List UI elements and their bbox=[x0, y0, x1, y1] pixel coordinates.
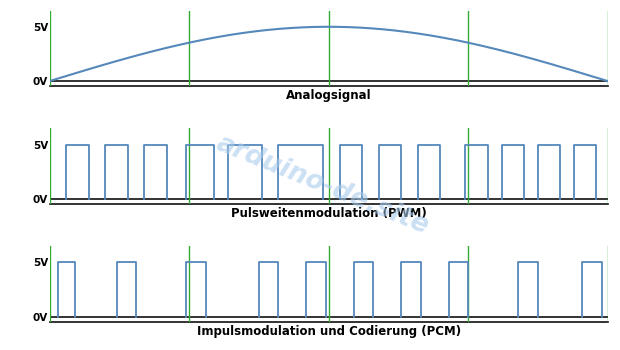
Text: arduino-de.site: arduino-de.site bbox=[212, 131, 433, 240]
X-axis label: Pulsweitenmodulation (PWM): Pulsweitenmodulation (PWM) bbox=[231, 207, 427, 220]
X-axis label: Analogsignal: Analogsignal bbox=[286, 89, 371, 102]
X-axis label: Impulsmodulation und Codierung (PCM): Impulsmodulation und Codierung (PCM) bbox=[197, 325, 461, 338]
